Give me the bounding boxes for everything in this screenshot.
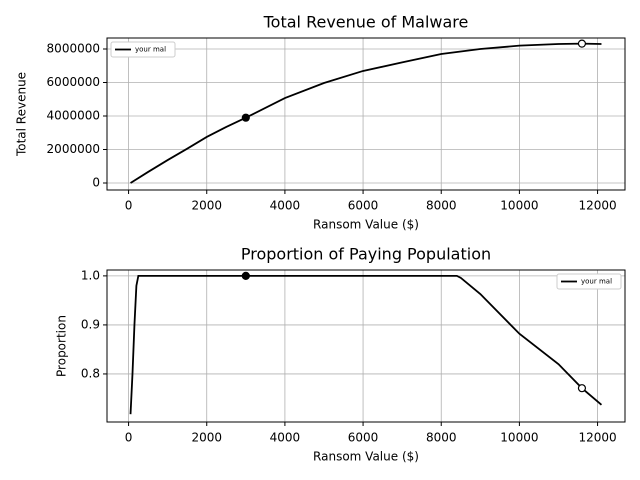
- data-point: [577, 39, 587, 48]
- x-tick-label: 6000: [348, 199, 379, 213]
- y-tick-label: 0.8: [81, 366, 100, 380]
- x-tick-label: 2000: [191, 431, 222, 445]
- plot-frame: [106, 269, 626, 423]
- legend-box: [556, 273, 622, 290]
- legend-label: your mal: [581, 278, 612, 286]
- x-tick-label: 0: [125, 199, 133, 213]
- chart-title: Proportion of Paying Population: [241, 245, 491, 264]
- x-tick-label: 8000: [426, 431, 457, 445]
- x-tick-label: 0: [125, 431, 133, 445]
- data-point: [241, 113, 250, 122]
- chart-title: Total Revenue of Malware: [263, 13, 469, 32]
- y-tick-label: 8000000: [47, 42, 100, 56]
- x-tick-label: 10000: [500, 431, 538, 445]
- plot-frame: [106, 37, 626, 191]
- x-tick-label: 4000: [270, 199, 301, 213]
- x-tick-label: 12000: [578, 199, 616, 213]
- y-tick-label: 0: [92, 175, 100, 189]
- data-line: [130, 42, 602, 184]
- x-tick-label: 6000: [348, 431, 379, 445]
- legend-box: [110, 41, 176, 58]
- x-tick-label: 2000: [191, 199, 222, 213]
- legend-label: your mal: [135, 46, 166, 54]
- y-axis-label: Total Revenue: [15, 72, 29, 157]
- x-axis-label: Ransom Value ($): [313, 450, 419, 464]
- y-tick-label: 1.0: [81, 268, 100, 282]
- y-axis-label: Proportion: [55, 315, 69, 377]
- x-tick-label: 4000: [270, 431, 301, 445]
- data-point: [241, 271, 250, 280]
- y-tick-label: 6000000: [47, 75, 100, 89]
- data-line: [129, 274, 603, 415]
- y-tick-label: 4000000: [47, 109, 100, 123]
- x-tick-label: 10000: [500, 199, 538, 213]
- y-tick-label: 2000000: [47, 142, 100, 156]
- data-point: [577, 384, 587, 393]
- x-tick-label: 8000: [426, 199, 457, 213]
- y-tick-label: 0.9: [81, 317, 100, 331]
- x-tick-label: 12000: [578, 431, 616, 445]
- x-axis-label: Ransom Value ($): [313, 218, 419, 232]
